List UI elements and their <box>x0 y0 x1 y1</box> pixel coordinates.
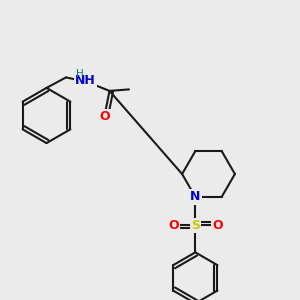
Text: O: O <box>100 110 110 123</box>
Text: O: O <box>168 219 179 232</box>
Text: O: O <box>212 219 223 232</box>
Text: N: N <box>190 190 200 203</box>
Text: S: S <box>191 219 200 232</box>
Text: H: H <box>76 69 83 80</box>
Text: NH: NH <box>75 74 96 87</box>
